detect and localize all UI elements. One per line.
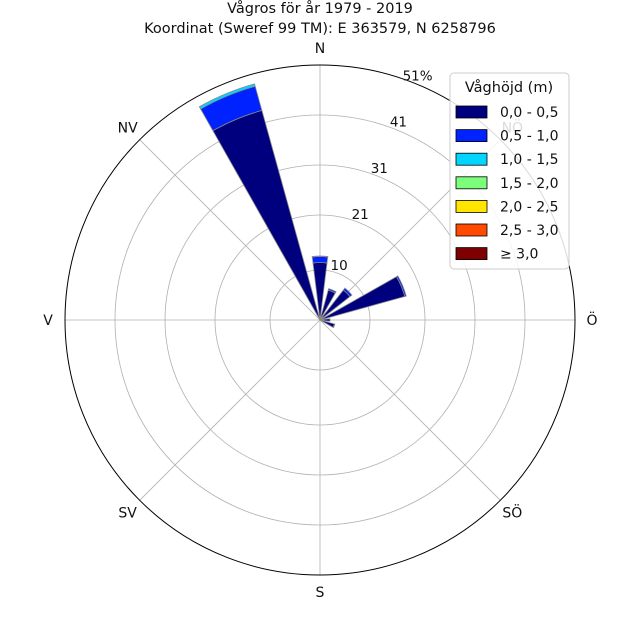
legend-frame [449, 72, 570, 270]
sector-bar-1-2 [311, 255, 329, 258]
direction-label-s: S [316, 585, 325, 601]
direction-labels: NNVVSVSSÖÖNÖ [43, 41, 597, 601]
outer-ring [64, 64, 576, 576]
legend-label: 2,5 - 3,0 [500, 223, 558, 239]
legend-label: 1,5 - 2,0 [500, 176, 558, 192]
radial-tick-label: 21 [352, 207, 369, 223]
radial-tick-label: 41 [390, 115, 407, 131]
legend-swatch [455, 176, 488, 190]
radial-tick-label: 51% [403, 68, 433, 84]
chart-subtitle: Koordinat (Sweref 99 TM): E 363579, N 62… [144, 21, 496, 37]
spoke-sö [319, 319, 501, 501]
sector-bar-0-2 [198, 83, 256, 110]
direction-label-n: N [315, 41, 325, 57]
sector-bar-1-1 [311, 256, 329, 264]
sector-bar-4-0 [319, 276, 406, 321]
legend-label: ≥ 3,0 [500, 247, 538, 263]
direction-label-sö: SÖ [502, 503, 522, 521]
legend-swatch [455, 247, 488, 261]
grid-ring [164, 164, 476, 476]
sector-bar-2-1 [327, 288, 337, 294]
legend-label: 0,5 - 1,0 [500, 129, 558, 145]
sector-bar-0-0 [212, 109, 321, 321]
polar-grid [64, 64, 576, 576]
legend: Våghöjd (m) 0,0 - 0,5 0,5 - 1,0 1,0 - 1,5 1… [449, 72, 570, 270]
radial-tick-labels: 10 21 31 41 51% [331, 68, 433, 273]
legend-swatch [455, 223, 488, 237]
direction-label-ö: Ö [586, 311, 597, 329]
spoke-nv [139, 139, 321, 321]
legend-swatch [455, 129, 488, 143]
legend-label: 0,0 - 0,5 [500, 105, 558, 121]
legend-label: 2,0 - 2,5 [500, 199, 558, 215]
direction-label-sv: SV [118, 505, 137, 521]
radial-tick-label: 31 [371, 161, 388, 177]
legend-label: 1,0 - 1,5 [500, 152, 558, 168]
grid-ring [214, 214, 426, 426]
chart-title: Vågros för år 1979 - 2019 [227, 0, 413, 17]
rose-sectors [198, 83, 407, 329]
radial-tick-label: 10 [331, 258, 348, 274]
legend-swatch [455, 105, 488, 119]
legend-entries: 0,0 - 0,5 0,5 - 1,0 1,0 - 1,5 1,5 - 2,0 2,0 … [455, 105, 558, 263]
sector-bar-3-1 [342, 287, 353, 298]
sector-bar-5-0 [319, 318, 331, 322]
legend-swatch [455, 152, 488, 166]
legend-swatch [455, 199, 488, 213]
sector-bar-4-1 [396, 275, 407, 297]
grid-ring [114, 114, 526, 526]
direction-label-v: V [43, 313, 53, 329]
legend-title: Våghöjd (m) [465, 79, 553, 96]
sector-bar-6-1 [332, 323, 336, 329]
direction-label-nv: NV [118, 121, 138, 137]
spoke-sv [139, 319, 321, 501]
